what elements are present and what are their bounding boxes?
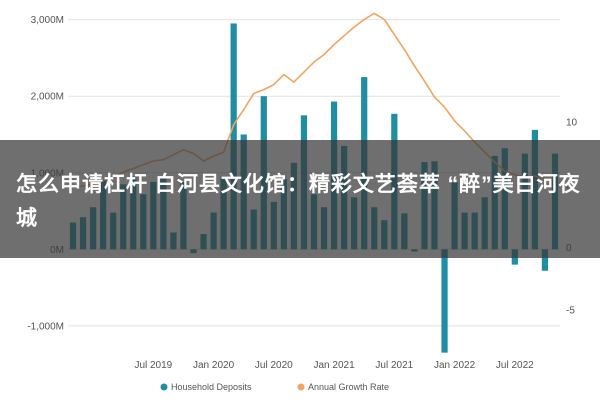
x-tick-label: Jul 2019 [134, 360, 172, 371]
x-tick-label: Jul 2021 [375, 360, 413, 371]
left-tick-label: 2,000M [31, 92, 64, 103]
legend-label-deposits: Household Deposits [171, 382, 252, 392]
x-tick-label: Jul 2022 [496, 360, 534, 371]
bar [541, 249, 549, 271]
headline-text: 怎么申请杠杆 白河县文化馆：精彩文艺荟萃 “醉”美白河夜城 [16, 173, 581, 230]
x-axis: Jul 2019 Jan 2020 Jul 2020 Jan 2021 Jul 2021… [134, 360, 534, 371]
bar [230, 23, 237, 250]
x-tick-label: Jan 2021 [314, 360, 356, 371]
legend-marker-growth [297, 383, 305, 391]
x-tick-label: Jul 2020 [255, 360, 293, 371]
right-tick-label: 10 [566, 118, 578, 129]
bar [441, 249, 448, 353]
left-tick-label: -1,000M [27, 321, 64, 332]
x-tick-label: Jan 2020 [193, 360, 235, 371]
legend-marker-deposits [160, 383, 168, 391]
legend: Household Deposits Annual Growth Rate [160, 382, 389, 392]
headline-banner: 怎么申请杠杆 白河县文化馆：精彩文艺荟萃 “醉”美白河夜城 [0, 140, 600, 258]
right-tick-label: -5 [566, 305, 575, 316]
x-tick-label: Jan 2022 [434, 360, 476, 371]
left-tick-label: 3,000M [31, 15, 64, 26]
legend-label-growth: Annual Growth Rate [308, 382, 389, 392]
